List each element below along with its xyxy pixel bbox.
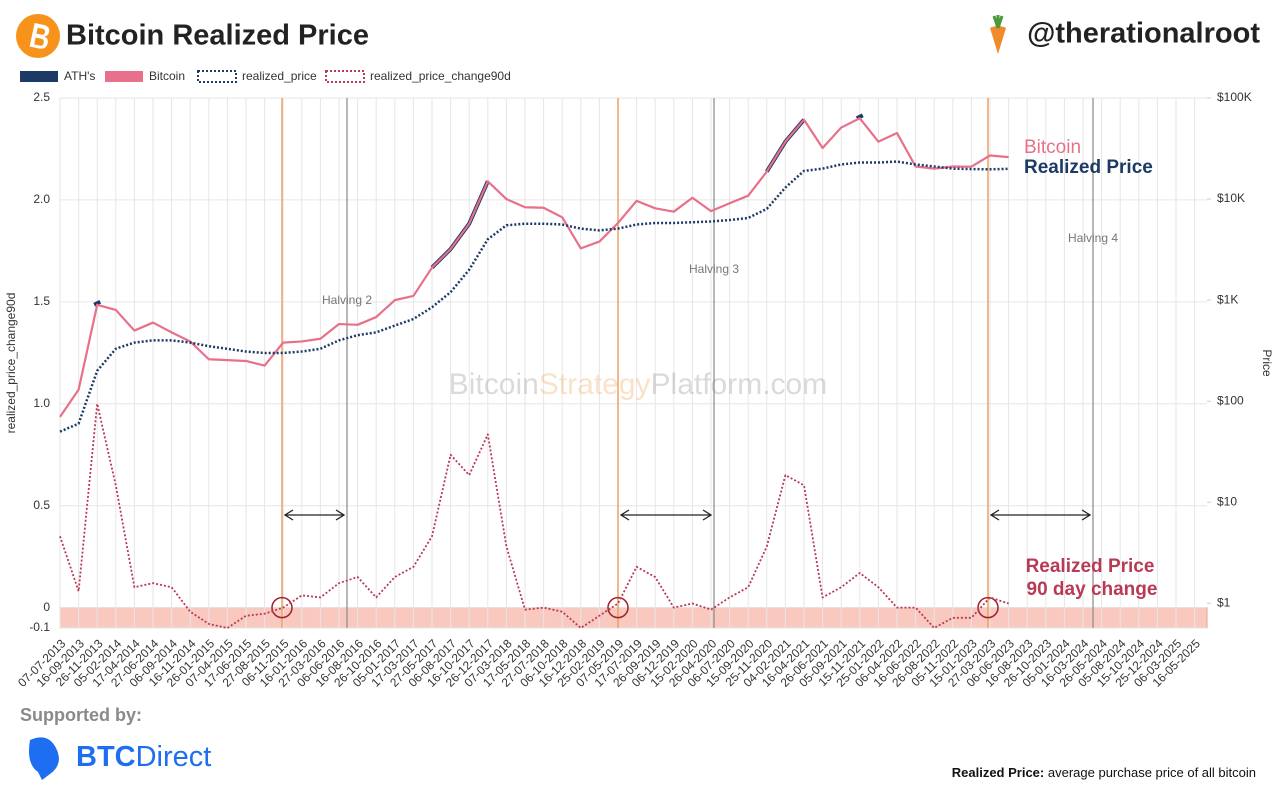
carrot-leaves	[992, 15, 1004, 29]
series-line	[59, 160, 1009, 433]
halving-arrow	[989, 509, 1092, 521]
halving-label: Halving 3	[689, 262, 739, 276]
legend-label: ATH's	[64, 69, 95, 83]
y-tick-label: 1.0	[33, 396, 50, 410]
y2-tick-label: $1K	[1217, 292, 1238, 306]
brand-btc: BTC	[76, 741, 136, 773]
halving-arrow	[283, 509, 346, 521]
legend-swatch	[105, 71, 143, 82]
bitcoin-logo-glyph	[29, 23, 50, 49]
highlight-circle	[607, 596, 629, 619]
footnote-bold: Realized Price:	[952, 765, 1045, 780]
y2-tick-label: $100K	[1217, 90, 1252, 104]
plot: 07-07-201316-09-201326-11-201305-02-2014…	[4, 90, 1274, 690]
series-line	[59, 117, 1009, 418]
footnote: Realized Price: average purchase price o…	[952, 765, 1256, 780]
title: Bitcoin Realized Price	[66, 20, 369, 52]
y2-tick-label: $10K	[1217, 191, 1245, 205]
legend-swatch	[325, 70, 365, 83]
brand-direct: Direct	[136, 741, 212, 773]
watermark-part: Bitcoin	[449, 368, 539, 401]
legend-swatch	[20, 71, 58, 82]
handle: @therationalroot	[1027, 18, 1260, 50]
y-axis-title: realized_price_change90d	[4, 293, 18, 434]
y2-tick-label: $10	[1217, 494, 1237, 508]
y-tick-label: 0.5	[33, 498, 50, 512]
watermark-part: Strategy	[539, 368, 651, 401]
brand: BTCDirect	[76, 741, 211, 773]
y-tick-label: 1.5	[33, 294, 50, 308]
halving-arrow	[619, 509, 713, 521]
y2-tick-label: $100	[1217, 393, 1244, 407]
legend-swatch	[197, 70, 237, 83]
supported-by: Supported by:	[20, 705, 142, 725]
legend-label: realized_price	[242, 69, 317, 83]
highlight-circle	[271, 596, 293, 619]
y2-tick-label: $1	[1217, 595, 1231, 609]
series-line	[59, 402, 1009, 629]
carrot-icon	[990, 26, 1006, 54]
y-tick-label: -0.1	[29, 620, 50, 634]
watermark: BitcoinStrategyPlatform.com	[449, 368, 828, 401]
realized-label: Realized Price	[1024, 157, 1153, 178]
change-label: Realized Price	[1026, 556, 1155, 577]
highlight-circle	[977, 596, 999, 619]
y-tick-label: 0	[43, 600, 50, 614]
bitcoin-label: Bitcoin	[1024, 137, 1081, 158]
watermark-part: Platform.com	[651, 368, 828, 401]
change-label: 90 day change	[1027, 579, 1158, 600]
legend-label: Bitcoin	[149, 69, 185, 83]
y-tick-label: 2.5	[33, 90, 50, 104]
footnote-text: average purchase price of all bitcoin	[1048, 765, 1256, 780]
legend-label: realized_price_change90d	[370, 69, 511, 83]
y-tick-label: 2.0	[33, 192, 50, 206]
btcdirect-logo	[29, 737, 59, 780]
halving-label: Halving 2	[322, 293, 372, 307]
y2-axis-title: Price	[1260, 349, 1274, 377]
halving-label: Halving 4	[1068, 231, 1118, 245]
series-line	[93, 113, 864, 307]
